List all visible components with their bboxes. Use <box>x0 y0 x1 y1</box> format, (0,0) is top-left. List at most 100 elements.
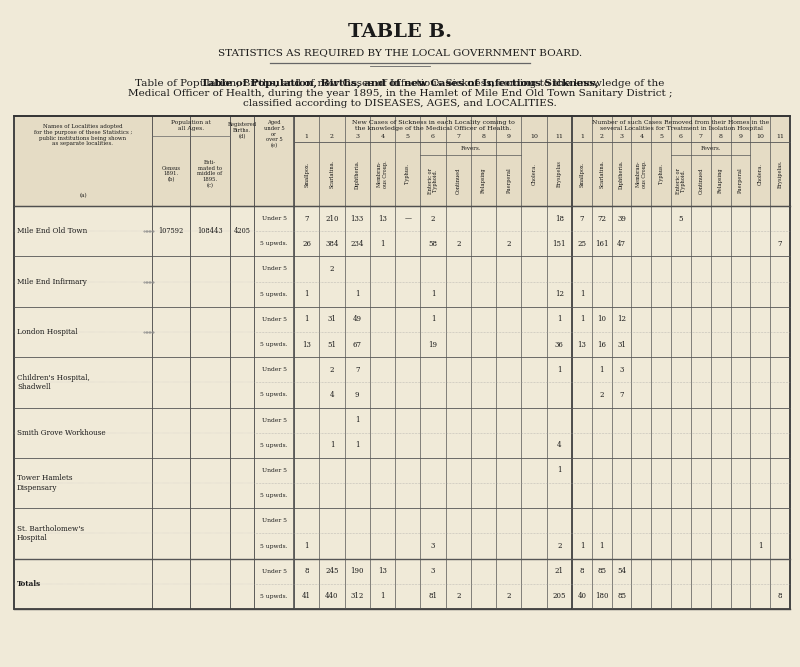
Text: 6: 6 <box>431 133 435 139</box>
Text: 5 upwds.: 5 upwds. <box>260 544 288 548</box>
Text: Census
1891.
(b): Census 1891. (b) <box>162 165 181 182</box>
Text: 1: 1 <box>304 290 309 298</box>
Text: 190: 190 <box>350 567 364 575</box>
Text: 5 upwds.: 5 upwds. <box>260 342 288 347</box>
Text: Under 5: Under 5 <box>262 317 286 322</box>
Text: 151: 151 <box>553 239 566 247</box>
Text: Cholera.: Cholera. <box>531 163 537 185</box>
Text: 7: 7 <box>355 366 359 374</box>
Text: Smith Grove Workhouse: Smith Grove Workhouse <box>17 429 106 437</box>
Text: 9: 9 <box>738 133 742 139</box>
Text: Tower Hamlets
Dispensary: Tower Hamlets Dispensary <box>17 474 73 492</box>
Text: Mile End Infirmary: Mile End Infirmary <box>17 277 87 285</box>
Text: Registered
Births.
(d): Registered Births. (d) <box>227 122 257 139</box>
Text: Smallpox.: Smallpox. <box>304 161 309 187</box>
Text: Typhus.: Typhus. <box>658 164 664 184</box>
Text: 11: 11 <box>555 133 563 139</box>
Text: 9: 9 <box>507 133 511 139</box>
Text: 1: 1 <box>430 290 435 298</box>
Text: 108443: 108443 <box>197 227 223 235</box>
Text: Scarlatina.: Scarlatina. <box>599 160 604 188</box>
Text: 8: 8 <box>482 133 486 139</box>
Text: 3: 3 <box>619 366 624 374</box>
Text: Table of Population, Births, and of new Cases of Infectious Sickness,: Table of Population, Births, and of new … <box>201 79 599 87</box>
Text: Diphtheria.: Diphtheria. <box>619 159 624 189</box>
Text: 2: 2 <box>330 366 334 374</box>
Text: 1: 1 <box>380 239 385 247</box>
Text: New Cases of Sickness in each Locality coming to: New Cases of Sickness in each Locality c… <box>351 120 514 125</box>
Text: 4: 4 <box>557 442 562 450</box>
Text: Continued: Continued <box>698 167 703 193</box>
Text: 1: 1 <box>580 133 584 139</box>
Text: Number of such Cases Removed from their Homes in the: Number of such Cases Removed from their … <box>592 120 770 125</box>
Text: 1: 1 <box>355 442 359 450</box>
Text: 5: 5 <box>659 133 663 139</box>
Text: 5: 5 <box>406 133 410 139</box>
Text: 36: 36 <box>555 341 564 349</box>
Text: St. Bartholomew's
Hospital: St. Bartholomew's Hospital <box>17 525 84 542</box>
Text: 7: 7 <box>456 133 460 139</box>
Text: 4205: 4205 <box>234 227 250 235</box>
Text: 2: 2 <box>599 391 604 399</box>
Text: 10: 10 <box>530 133 538 139</box>
Text: 2: 2 <box>557 542 562 550</box>
Text: 41: 41 <box>302 592 311 600</box>
Text: classified according to DISEASES, AGES, and LOCALITIES.: classified according to DISEASES, AGES, … <box>243 99 557 107</box>
Text: 8: 8 <box>778 592 782 600</box>
Text: 1: 1 <box>380 592 385 600</box>
Text: Membran-
ous Croup.: Membran- ous Croup. <box>377 160 388 188</box>
Text: 21: 21 <box>555 567 564 575</box>
Text: 10: 10 <box>756 133 764 139</box>
Text: Erysipelas.: Erysipelas. <box>778 160 782 188</box>
Text: 8: 8 <box>580 567 584 575</box>
Text: 205: 205 <box>553 592 566 600</box>
Text: 40: 40 <box>578 592 586 600</box>
Bar <box>14 116 790 206</box>
Text: 1: 1 <box>580 542 584 550</box>
Text: 1: 1 <box>599 542 604 550</box>
Text: Medical Officer of Health, during the year 1895, in the Hamlet of Mile End Old T: Medical Officer of Health, during the ye… <box>128 89 672 97</box>
Text: Puerperal: Puerperal <box>738 167 743 193</box>
Text: 13: 13 <box>302 341 311 349</box>
Text: 3: 3 <box>619 133 623 139</box>
Text: Continued: Continued <box>456 167 461 193</box>
Text: Under 5: Under 5 <box>262 569 286 574</box>
Text: 19: 19 <box>429 341 438 349</box>
Text: 2: 2 <box>506 239 511 247</box>
Text: STATISTICS AS REQUIRED BY THE LOCAL GOVERNMENT BOARD.: STATISTICS AS REQUIRED BY THE LOCAL GOVE… <box>218 49 582 57</box>
Text: 1: 1 <box>599 366 604 374</box>
Text: 1: 1 <box>304 542 309 550</box>
Text: Relapsing: Relapsing <box>718 167 723 193</box>
Text: 47: 47 <box>617 239 626 247</box>
Text: 4: 4 <box>639 133 643 139</box>
Text: 7: 7 <box>619 391 624 399</box>
Text: 1: 1 <box>430 315 435 323</box>
Text: Totals: Totals <box>17 580 41 588</box>
Text: 245: 245 <box>325 567 338 575</box>
Text: 58: 58 <box>429 239 438 247</box>
Text: 54: 54 <box>617 567 626 575</box>
Text: 31: 31 <box>327 315 336 323</box>
Text: 1: 1 <box>557 466 562 474</box>
Text: 2: 2 <box>456 239 461 247</box>
Text: 85: 85 <box>598 567 606 575</box>
Text: 107592: 107592 <box>158 227 184 235</box>
Text: Population at
all Ages.: Population at all Ages. <box>171 120 211 131</box>
Text: 440: 440 <box>325 592 338 600</box>
Text: several Localities for Treatment in Isolation Hospital: several Localities for Treatment in Isol… <box>599 126 762 131</box>
Text: 1: 1 <box>355 290 359 298</box>
Text: 234: 234 <box>350 239 364 247</box>
Text: 11: 11 <box>776 133 784 139</box>
Text: 2: 2 <box>330 265 334 273</box>
Text: 1: 1 <box>305 133 309 139</box>
Text: Under 5: Under 5 <box>262 267 286 271</box>
Text: 1: 1 <box>557 366 562 374</box>
Text: Smallpox.: Smallpox. <box>579 161 585 187</box>
Text: 5 upwds.: 5 upwds. <box>260 291 288 297</box>
Text: 7: 7 <box>304 215 309 223</box>
Text: 7: 7 <box>580 215 584 223</box>
Text: 39: 39 <box>617 215 626 223</box>
Text: 161: 161 <box>595 239 609 247</box>
Text: 7: 7 <box>699 133 703 139</box>
Text: 1: 1 <box>580 290 584 298</box>
